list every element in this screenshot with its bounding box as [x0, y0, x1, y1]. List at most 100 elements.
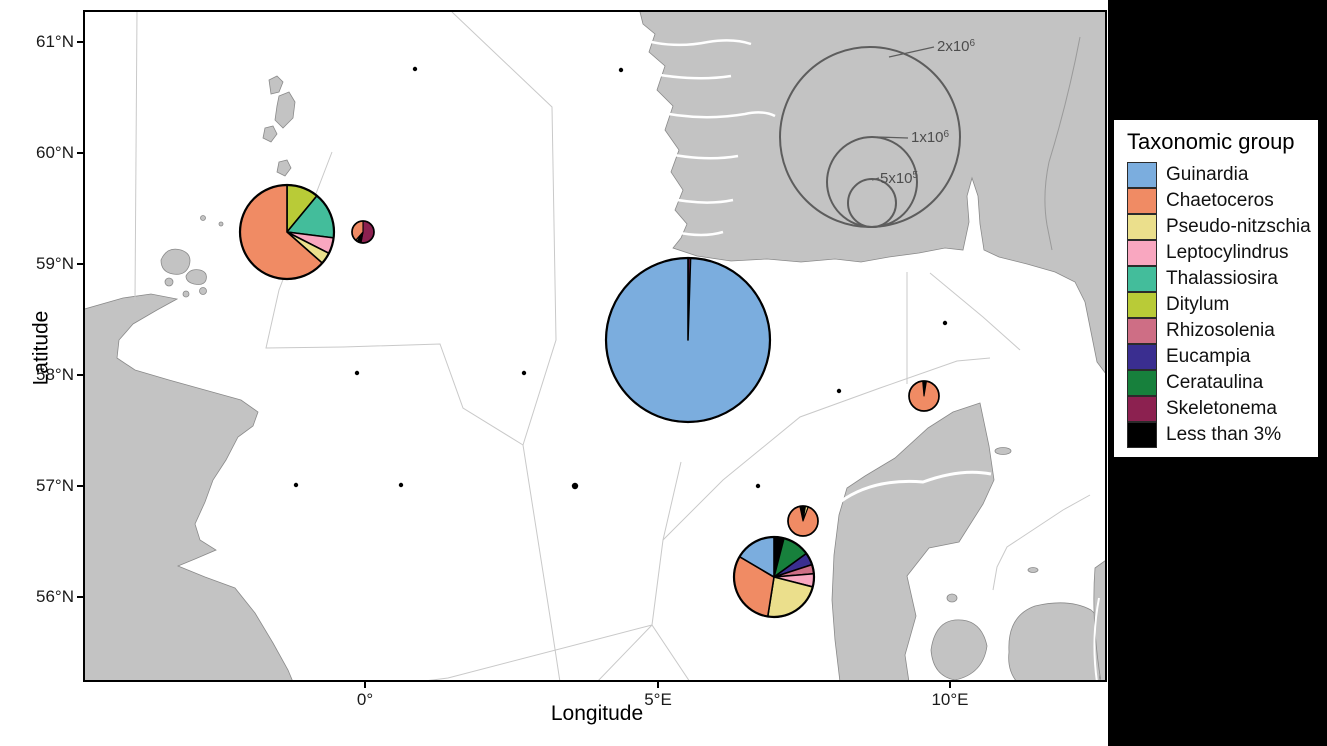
legend-swatch [1127, 162, 1157, 188]
legend-item-chaetoceros: Chaetoceros [1127, 188, 1318, 214]
station-dot [354, 370, 360, 376]
legend-swatch [1127, 344, 1157, 370]
legend-swatch [1127, 422, 1157, 448]
station-dot [942, 320, 948, 326]
y-tick-mark [77, 596, 83, 598]
legend-swatch [1127, 318, 1157, 344]
y-axis-title: Latitude [29, 310, 53, 386]
station-dots [293, 66, 948, 490]
station-dot [836, 388, 842, 394]
y-tick-mark [77, 41, 83, 43]
legend-swatch [1127, 214, 1157, 240]
ices-boundary-lines [134, 10, 1091, 682]
legend-item-rhizosolenia: Rhizosolenia [1127, 318, 1318, 344]
legend-label: Guinardia [1166, 164, 1249, 185]
size-legend-label: 5x105 [880, 170, 919, 187]
land-shetland-tip [276, 159, 292, 177]
land-shetland-main [274, 91, 296, 129]
y-tick-label: 56°N [36, 587, 74, 606]
y-tick-label: 59°N [36, 254, 74, 273]
legend-swatch [1127, 292, 1157, 318]
land-fair-isle [200, 215, 206, 221]
pie-station-D [908, 380, 940, 412]
y-tick-label: 58°N [36, 365, 74, 384]
size-legend-label: 2x106 [937, 38, 976, 55]
station-dot [521, 370, 527, 376]
size-legend-circle [847, 178, 897, 228]
legend-item-less-than-3-: Less than 3% [1127, 422, 1318, 448]
bubble-size-legend: 2x106 1x106 5x105 [779, 38, 976, 228]
y-tick-mark [77, 263, 83, 265]
land-orkney-islet2 [199, 287, 207, 295]
legend-swatch [1127, 370, 1157, 396]
legend-item-cerataulina: Cerataulina [1127, 370, 1318, 396]
station-dot [412, 66, 418, 72]
x-axis-title: Longitude [550, 702, 644, 725]
land-great-britain [83, 293, 294, 682]
legend-item-skeletonema: Skeletonema [1127, 396, 1318, 422]
x-tick-label: 5°E [644, 690, 672, 709]
legend-label: Chaetoceros [1166, 190, 1274, 211]
x-tick-mark [364, 682, 366, 688]
y-tick-mark [77, 374, 83, 376]
legend-swatch [1127, 266, 1157, 292]
land-laeso [994, 447, 1012, 455]
y-tick-label: 61°N [36, 32, 74, 51]
legend-item-pseudo-nitzschia: Pseudo-nitzschia [1127, 214, 1318, 240]
land-fyn [930, 619, 988, 681]
station-dot [755, 483, 761, 489]
legend-swatch [1127, 240, 1157, 266]
country-border-line [1044, 36, 1081, 251]
y-tick-label: 57°N [36, 476, 74, 495]
station-dot [398, 482, 404, 488]
map-figure: 2x106 1x106 5x105 61°N 60°N 59°N 58°N 57°N 56°N… [0, 0, 1108, 746]
pie-station-B [351, 220, 375, 244]
y-tick-mark [77, 485, 83, 487]
size-legend-label: 1x106 [911, 129, 950, 146]
pie-station-E [787, 505, 819, 537]
x-tick-label: 10°E [931, 690, 969, 709]
land-shetland-south [262, 125, 278, 143]
legend-label: Thalassiosira [1166, 268, 1278, 289]
legend-label: Rhizosolenia [1166, 320, 1275, 341]
land-zealand [1008, 602, 1104, 682]
legend-swatch [1127, 188, 1157, 214]
legend-label: Cerataulina [1166, 372, 1264, 393]
land-islet [218, 221, 224, 227]
legend-item-leptocylindrus: Leptocylindrus [1127, 240, 1318, 266]
legend-label: Ditylum [1166, 294, 1230, 315]
legend-label: Pseudo-nitzschia [1166, 216, 1311, 237]
legend-item-eucampia: Eucampia [1127, 344, 1318, 370]
pie-station-A [238, 183, 336, 281]
legend-rows: Guinardia Chaetoceros Pseudo-nitzschia Lept… [1127, 162, 1318, 448]
land-samso [946, 593, 958, 603]
station-pies [238, 183, 940, 619]
legend-label: Less than 3% [1166, 424, 1282, 445]
land-orkney-islet1 [164, 277, 174, 287]
legend-label: Eucampia [1166, 346, 1251, 367]
pie-station-F [732, 535, 816, 619]
station-dot [618, 67, 624, 73]
legend-item-thalassiosira: Thalassiosira [1127, 266, 1318, 292]
legend-item-ditylum: Ditylum [1127, 292, 1318, 318]
land-shetland [268, 75, 284, 95]
legend-swatch [1127, 396, 1157, 422]
fjord-lines [630, 34, 1100, 682]
land-orkney-islet3 [182, 290, 190, 298]
y-tick-mark [77, 152, 83, 154]
land-orkney-main [160, 248, 191, 275]
legend-title: Taxonomic group [1127, 129, 1295, 154]
y-tick-label: 60°N [36, 143, 74, 162]
x-tick-label: 0° [356, 690, 374, 709]
taxonomic-legend: Taxonomic group Guinardia Chaetoceros Pseu… [1114, 120, 1318, 457]
legend-label: Skeletonema [1166, 398, 1277, 419]
station-dot [571, 482, 579, 490]
panel-border [83, 10, 1107, 682]
land-norway-sweden [639, 10, 1107, 376]
legend-item-guinardia: Guinardia [1127, 162, 1318, 188]
land-sweden-coast [1093, 558, 1107, 682]
land-orkney-east [185, 269, 207, 285]
legend-label: Leptocylindrus [1166, 242, 1289, 263]
station-dot [293, 482, 299, 488]
